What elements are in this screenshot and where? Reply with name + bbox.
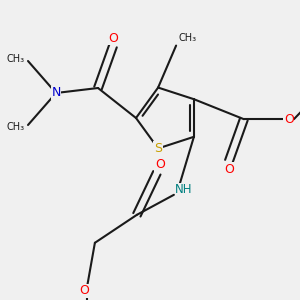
Text: O: O	[108, 32, 118, 44]
Text: O: O	[79, 284, 89, 297]
Text: N: N	[51, 86, 61, 100]
Text: CH₃: CH₃	[7, 122, 25, 132]
Text: CH₃: CH₃	[178, 33, 196, 43]
Text: O: O	[155, 158, 165, 171]
Text: O: O	[284, 113, 294, 126]
Text: S: S	[154, 142, 162, 155]
Text: O: O	[224, 163, 234, 176]
Text: NH: NH	[175, 183, 193, 196]
Text: CH₃: CH₃	[7, 54, 25, 64]
